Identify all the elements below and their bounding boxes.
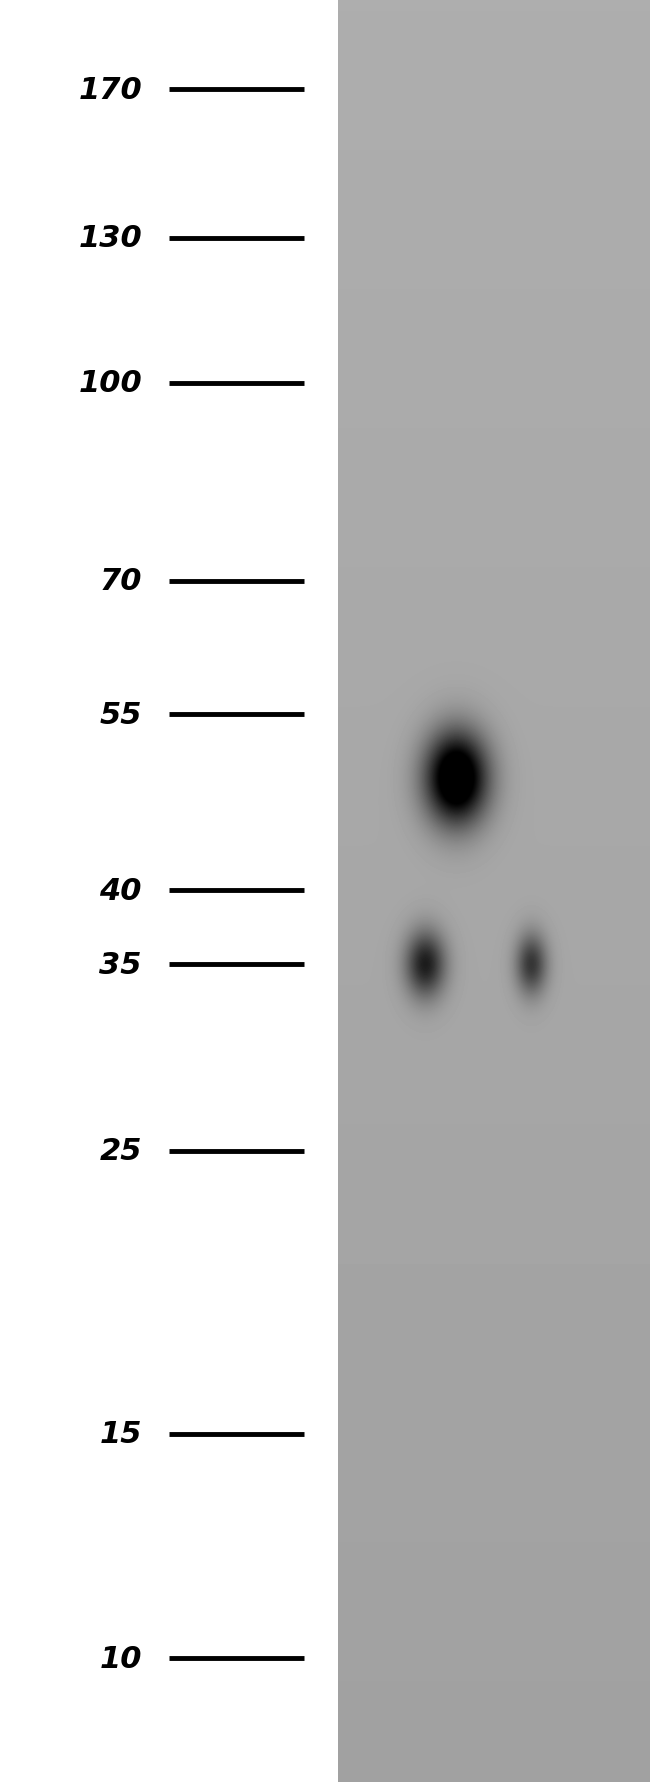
Text: 40: 40 <box>99 877 142 905</box>
Text: 170: 170 <box>78 75 142 105</box>
Text: 10: 10 <box>99 1645 142 1673</box>
Text: 130: 130 <box>78 225 142 253</box>
Text: 70: 70 <box>99 567 142 595</box>
Text: 35: 35 <box>99 950 142 980</box>
Text: 55: 55 <box>99 700 142 729</box>
Text: 25: 25 <box>99 1137 142 1165</box>
Text: 100: 100 <box>78 369 142 397</box>
Text: 15: 15 <box>99 1420 142 1449</box>
